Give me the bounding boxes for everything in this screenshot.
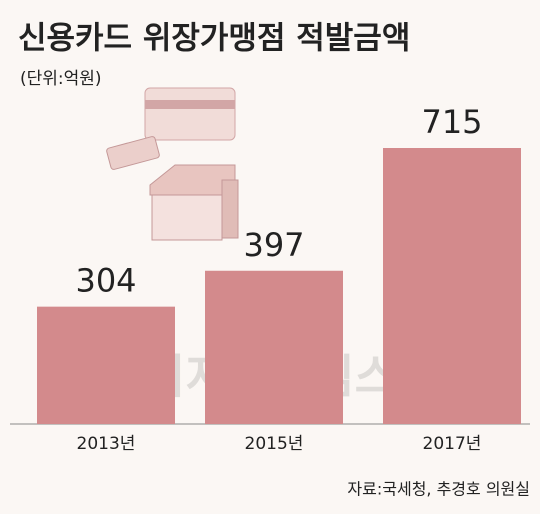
x-tick-label: 2013년	[77, 434, 136, 454]
source-note: 자료:국세청, 추경호 의원실	[347, 480, 530, 499]
data-label: 304	[75, 262, 136, 300]
bar	[205, 270, 343, 424]
card-icon	[144, 87, 236, 141]
data-label: 397	[243, 226, 304, 264]
x-tick-label: 2017년	[423, 434, 482, 454]
bar	[37, 306, 175, 424]
chart-title: 신용카드 위장가맹점 적발금액	[18, 21, 410, 57]
bar	[383, 148, 521, 424]
illustration	[106, 87, 239, 241]
shop-side	[221, 179, 239, 239]
data-label: 715	[421, 103, 482, 141]
money-icon	[106, 136, 160, 170]
shop-body	[151, 194, 223, 241]
chart-subtitle: (단위:억원)	[20, 69, 102, 89]
card-stripe	[145, 100, 235, 109]
x-tick-label: 2015년	[245, 434, 304, 454]
